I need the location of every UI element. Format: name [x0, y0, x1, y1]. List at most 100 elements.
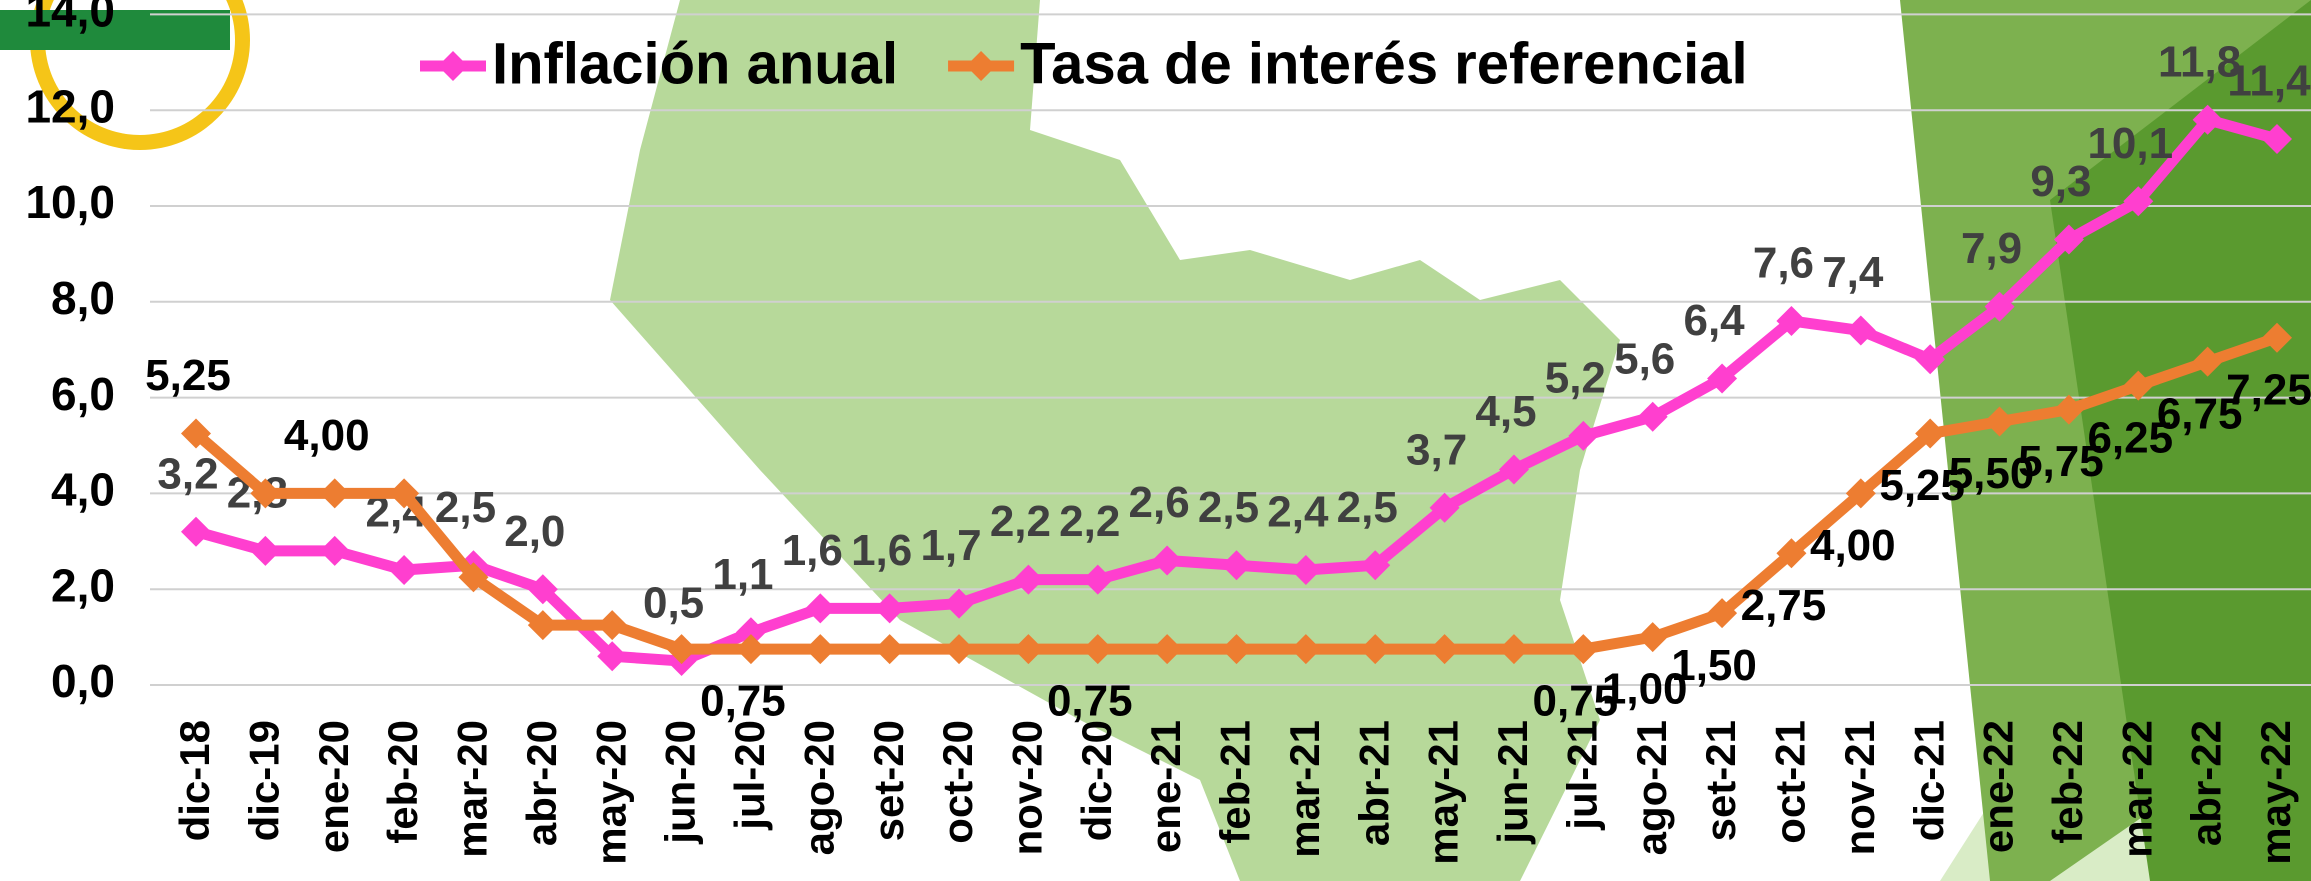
- data-label: 2,4: [1267, 488, 1329, 537]
- y-tick-label: 10,0: [25, 176, 115, 228]
- y-tick-label: 6,0: [51, 368, 115, 420]
- data-label: 6,75: [2157, 389, 2243, 438]
- x-tick-label: may-22: [2252, 720, 2299, 865]
- data-label: 7,6: [1753, 239, 1814, 288]
- x-tick-label: ago-20: [795, 720, 842, 855]
- data-point: [735, 617, 766, 648]
- data-label: 1,6: [782, 526, 843, 575]
- data-label: 5,25: [1879, 461, 1965, 510]
- data-point: [1290, 555, 1321, 586]
- data-point: [944, 588, 975, 619]
- data-point: [1360, 550, 1391, 581]
- x-tick-label: jul-20: [726, 720, 773, 831]
- data-point: [527, 574, 558, 605]
- data-label: 1,6: [851, 526, 912, 575]
- data-point: [181, 418, 211, 449]
- data-point: [1221, 550, 1252, 581]
- deco-triangle: [2050, 0, 2311, 881]
- x-tick-label: ene-20: [310, 720, 357, 853]
- legend-marker: [966, 51, 997, 81]
- y-tick-label: 14,0: [25, 0, 115, 37]
- x-tick-label: may-21: [1420, 720, 1467, 865]
- data-point: [1776, 538, 1807, 569]
- x-tick-label: jun-21: [1489, 720, 1536, 845]
- data-label: 3,2: [157, 449, 218, 498]
- data-label: 3,7: [1406, 425, 1467, 474]
- data-label: 2,6: [1129, 478, 1190, 527]
- data-label: 5,50: [1949, 449, 2035, 498]
- x-tick-label: abr-22: [2183, 720, 2230, 846]
- x-tick-label: feb-20: [379, 720, 426, 844]
- x-tick-label: mar-20: [449, 720, 496, 858]
- x-tick-label: feb-22: [2044, 720, 2091, 844]
- legend-label: Inflación anual: [492, 31, 898, 96]
- data-label: 2,2: [1059, 497, 1120, 546]
- data-point: [1152, 545, 1183, 576]
- data-point: [1984, 291, 2015, 322]
- x-tick-label: nov-21: [1836, 720, 1883, 855]
- data-point: [1845, 478, 1876, 509]
- x-tick-label: ago-21: [1628, 720, 1675, 855]
- data-point: [874, 634, 905, 665]
- data-label: 11,8: [2158, 37, 2241, 86]
- data-point: [1013, 564, 1044, 595]
- data-label: 10,1: [2087, 119, 2173, 168]
- data-point: [874, 593, 905, 624]
- data-point: [597, 610, 628, 641]
- data-point: [1915, 418, 1946, 449]
- data-point: [2123, 186, 2154, 217]
- data-point: [1013, 634, 1044, 665]
- data-label: 2,2: [990, 497, 1051, 546]
- x-tick-label: set-20: [865, 720, 912, 841]
- data-point: [319, 478, 350, 509]
- data-point: [2192, 346, 2223, 377]
- data-label: 1,1: [712, 550, 773, 599]
- map-background: [610, 0, 1620, 881]
- data-point: [2053, 394, 2084, 425]
- legend-label: Tasa de interés referencial: [1020, 31, 1748, 96]
- data-label: 7,4: [1822, 248, 1884, 297]
- x-tick-label: abr-21: [1350, 720, 1397, 846]
- data-point: [666, 634, 697, 665]
- data-label: 9,3: [2030, 157, 2091, 206]
- y-tick-label: 8,0: [51, 272, 115, 324]
- data-label: 5,6: [1614, 334, 1675, 383]
- x-tick-label: feb-21: [1212, 720, 1259, 844]
- x-tick-label: set-21: [1697, 720, 1744, 841]
- data-point: [1429, 634, 1460, 665]
- x-tick-label: ene-22: [1975, 720, 2022, 853]
- x-tick-label: abr-20: [518, 720, 565, 846]
- data-label: 0,75: [1047, 677, 1133, 726]
- data-label: 4,00: [284, 411, 370, 460]
- x-tick-label: mar-21: [1281, 720, 1328, 858]
- x-tick-label: mar-22: [2113, 720, 2160, 858]
- x-tick-label: jun-20: [657, 720, 704, 845]
- data-label: 4,00: [1810, 521, 1896, 570]
- data-point: [1845, 315, 1876, 346]
- data-label: 2,75: [1741, 581, 1827, 630]
- data-point: [458, 562, 489, 593]
- data-label: 5,75: [2018, 437, 2104, 486]
- data-point: [1360, 634, 1391, 665]
- data-point: [2123, 370, 2154, 401]
- data-label: 0,5: [643, 579, 704, 628]
- data-label: 1,7: [920, 521, 981, 570]
- data-point: [1637, 622, 1668, 653]
- data-label: 7,9: [1961, 224, 2022, 273]
- legend-marker: [438, 51, 468, 81]
- data-point: [250, 478, 281, 509]
- data-label: 2,0: [504, 507, 565, 556]
- data-point: [1568, 634, 1599, 665]
- data-point: [1984, 406, 2015, 437]
- data-point: [1429, 492, 1460, 523]
- data-point: [181, 516, 211, 547]
- data-point: [2192, 104, 2223, 135]
- data-point: [389, 478, 420, 509]
- data-point: [319, 535, 350, 566]
- data-label: 5,25: [145, 351, 231, 400]
- y-tick-label: 4,0: [51, 464, 115, 516]
- data-label: 1,50: [1671, 641, 1757, 690]
- data-point: [1082, 634, 1113, 665]
- data-point: [597, 641, 628, 672]
